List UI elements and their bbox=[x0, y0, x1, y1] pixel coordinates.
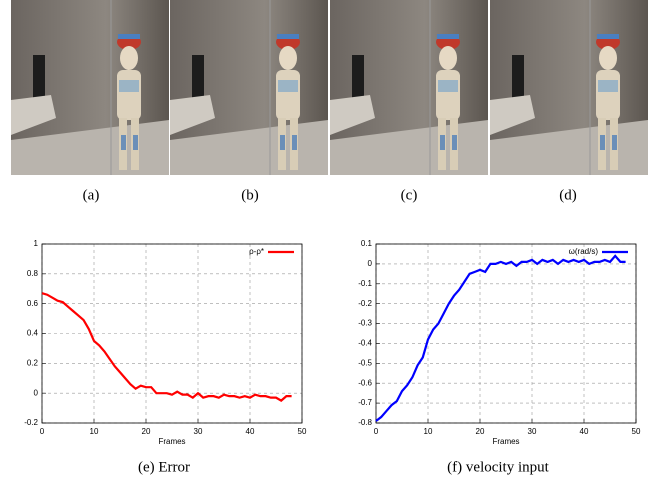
plot-frame bbox=[41, 243, 303, 424]
photo-caption: (a) bbox=[83, 187, 100, 203]
y-tick-label: 0.1 bbox=[361, 239, 373, 248]
data-line bbox=[375, 254, 626, 422]
x-tick-label: 30 bbox=[194, 427, 203, 436]
y-tick-label: 0.6 bbox=[27, 299, 39, 308]
y-tick-label: -0.3 bbox=[358, 319, 372, 328]
chart-caption: (f) velocity input bbox=[447, 459, 549, 475]
y-tick-label: -0.7 bbox=[358, 398, 372, 407]
y-tick-label: -0.2 bbox=[358, 299, 372, 308]
y-tick-label: -0.4 bbox=[358, 339, 372, 348]
x-tick-label: 50 bbox=[298, 427, 307, 436]
y-tick-label: 0.4 bbox=[27, 329, 39, 338]
x-tick-label: 40 bbox=[580, 427, 589, 436]
y-tick-label: 0 bbox=[368, 259, 373, 268]
photo bbox=[329, 0, 489, 176]
x-tick-label: 30 bbox=[528, 427, 537, 436]
photo bbox=[10, 0, 170, 176]
y-tick-label: 0.2 bbox=[27, 358, 39, 367]
x-tick-label: 0 bbox=[40, 427, 45, 436]
plot-frame bbox=[375, 243, 637, 424]
y-tick-label: -0.6 bbox=[358, 378, 372, 387]
x-axis-label: Frames bbox=[158, 437, 185, 446]
x-tick-label: 10 bbox=[424, 427, 433, 436]
legend-label: ρ-ρ* bbox=[249, 247, 264, 256]
y-tick-label: -0.8 bbox=[358, 418, 372, 427]
photo-caption: (d) bbox=[559, 187, 577, 203]
photo-caption: (c) bbox=[401, 187, 418, 203]
y-tick-label: 0 bbox=[34, 388, 39, 397]
legend-label: ω(rad/s) bbox=[569, 247, 599, 256]
y-tick-label: 0.8 bbox=[27, 269, 39, 278]
x-tick-label: 0 bbox=[374, 427, 379, 436]
y-tick-label: -0.1 bbox=[358, 279, 372, 288]
y-tick-label: -0.5 bbox=[358, 358, 372, 367]
x-tick-label: 40 bbox=[246, 427, 255, 436]
data-line bbox=[41, 292, 292, 402]
y-tick-label: 1 bbox=[34, 239, 39, 248]
x-tick-label: 10 bbox=[90, 427, 99, 436]
chart-caption: (e) Error bbox=[138, 459, 190, 475]
x-tick-label: 50 bbox=[632, 427, 641, 436]
photo bbox=[169, 0, 329, 176]
y-tick-label: -0.2 bbox=[24, 418, 38, 427]
x-tick-label: 20 bbox=[476, 427, 485, 436]
photo bbox=[489, 0, 649, 176]
x-tick-label: 20 bbox=[142, 427, 151, 436]
photo-caption: (b) bbox=[241, 187, 259, 203]
x-axis-label: Frames bbox=[492, 437, 519, 446]
